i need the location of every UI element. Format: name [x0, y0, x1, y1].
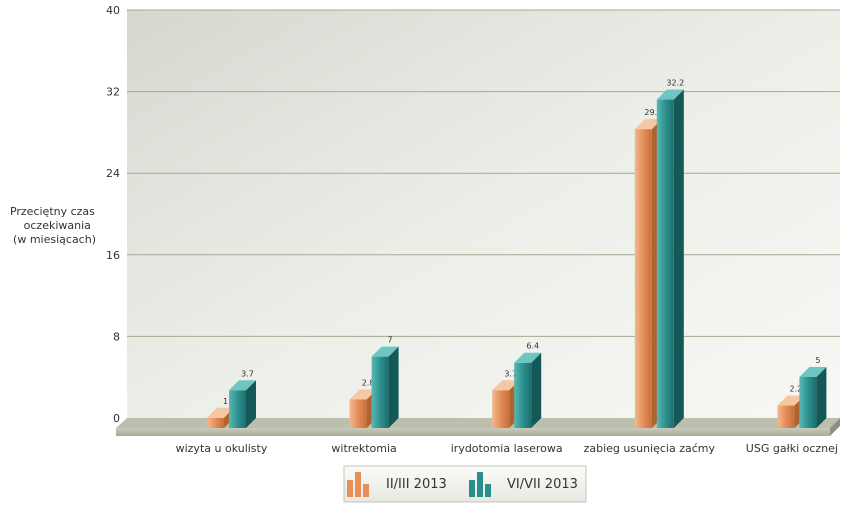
floor-front	[116, 428, 830, 436]
legend: II/III 2013 VI/VII 2013	[343, 465, 587, 503]
data-label: 32.2	[666, 79, 684, 88]
data-label: 1	[223, 397, 228, 406]
y-axis-label: Przeciętny czas oczekiwania (w miesiącac…	[10, 200, 100, 246]
bar-series-2	[656, 89, 684, 428]
bar-series-2	[799, 367, 827, 428]
x-category-label: irydotomia laserowa	[451, 442, 563, 455]
data-label: 3.7	[504, 369, 517, 378]
data-label: 5	[815, 356, 820, 365]
y-axis-label-line-2: oczekiwania	[24, 219, 91, 232]
legend-box	[343, 465, 587, 503]
y-axis-label-line-3: (w miesiącach)	[13, 233, 96, 246]
bar-series-2	[371, 346, 399, 428]
y-tick-label: 0	[113, 412, 120, 425]
legend-swatch-series-1	[347, 472, 369, 497]
grid-lines	[127, 9, 840, 337]
bars: 1 3.7 2.8 7 3.7 6.4 29.3 32.2 2.2 5	[207, 79, 827, 428]
floor-side	[830, 418, 840, 436]
data-label: 3.7	[241, 369, 254, 378]
x-axis-categories: wizyta u okulisty witrektomia irydotomia l…	[176, 442, 838, 455]
data-label: 29.3	[644, 108, 662, 117]
y-tick-label: 8	[113, 330, 120, 343]
y-tick-label: 16	[106, 249, 120, 262]
x-category-label: witrektomia	[331, 442, 396, 455]
data-label: 7	[388, 336, 393, 345]
y-tick-label: 24	[106, 167, 120, 180]
data-label: 6.4	[526, 342, 539, 351]
data-label: 2.8	[362, 378, 375, 387]
legend-label-series-2: VI/VII 2013	[507, 477, 578, 492]
legend-label-series-1: II/III 2013	[386, 477, 447, 492]
bar-series-2	[514, 352, 542, 428]
x-category-label: zabieg usunięcia zaćmy	[584, 442, 716, 455]
y-axis-label-line-1: Przeciętny czas	[10, 205, 95, 218]
x-category-label: wizyta u okulisty	[176, 442, 268, 455]
legend-swatch-series-2	[469, 472, 491, 497]
y-axis-ticks: 0 8 16 24 32 40	[106, 4, 120, 425]
x-category-label: USG gałki ocznej	[746, 442, 838, 455]
y-tick-label: 32	[106, 86, 120, 99]
bar-series-2	[229, 380, 256, 428]
plot-background	[127, 10, 840, 418]
y-tick-label: 40	[106, 4, 120, 17]
data-label: 2.2	[790, 385, 803, 394]
